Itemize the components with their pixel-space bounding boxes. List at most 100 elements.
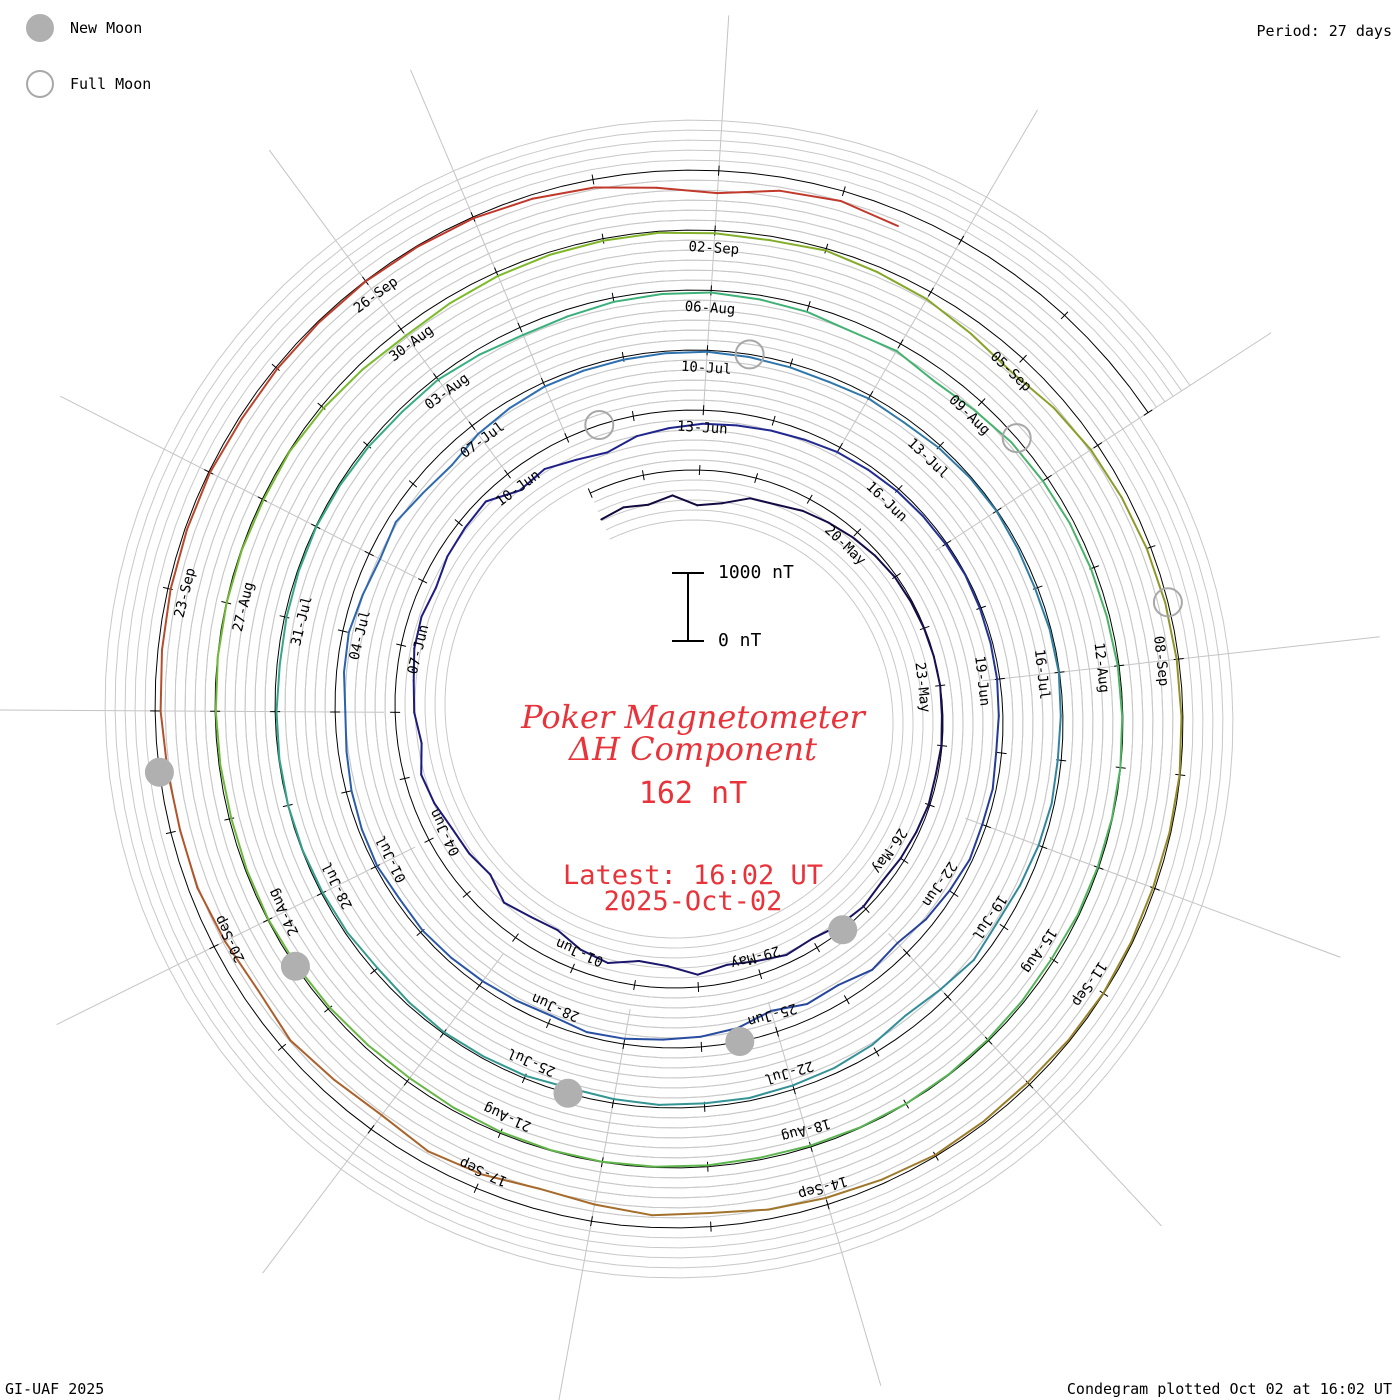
day-tick: [417, 578, 428, 584]
trace-segment: [789, 366, 831, 384]
trace-segment: [380, 1114, 430, 1153]
trace-segment: [240, 498, 265, 552]
trace-segment: [412, 647, 416, 682]
trace-segment: [934, 744, 943, 777]
trace-segment: [478, 333, 525, 356]
trace-segment: [216, 601, 228, 658]
trace-segment: [463, 500, 487, 529]
date-label: 28-Jun: [529, 989, 582, 1024]
trace-segment: [758, 298, 808, 313]
trace-segment: [481, 980, 518, 1002]
trace-segment: [1056, 715, 1062, 761]
trace-segment: [489, 873, 505, 904]
day-tick: [698, 465, 701, 476]
trace-segment: [422, 464, 453, 494]
trace-segment: [407, 1001, 446, 1034]
day-tick: [825, 1199, 830, 1210]
trace-segment: [344, 711, 348, 753]
day-tick: [958, 235, 965, 245]
trace-segment: [833, 1043, 874, 1069]
day-tick: [891, 572, 901, 580]
day-tick: [570, 963, 575, 974]
trace-segment: [322, 368, 364, 409]
trace-segment: [1052, 406, 1092, 451]
trace-segment: [701, 422, 738, 427]
day-tick: [853, 528, 862, 537]
trace-segment: [703, 1097, 751, 1105]
trace-segment: [240, 367, 279, 421]
trace-segment: [1164, 601, 1178, 661]
trace-segment: [1010, 441, 1044, 482]
trace-segment: [602, 231, 660, 242]
day-tick: [897, 339, 904, 349]
trace-segment: [361, 334, 407, 371]
legend-full-moon-label: Full Moon: [70, 75, 152, 93]
trace-segment: [579, 948, 609, 964]
day-tick: [1150, 886, 1160, 891]
day-tick: [399, 776, 410, 781]
trace-segment: [361, 558, 382, 596]
trace-segment: [408, 1077, 455, 1109]
trace-segment: [824, 1178, 883, 1199]
trace-segment: [522, 315, 569, 336]
trace-segment: [317, 280, 367, 324]
day-tick: [824, 243, 829, 254]
day-tick: [706, 1161, 709, 1172]
date-label: 04-Jun: [427, 806, 464, 858]
trace-segment: [612, 293, 663, 303]
legend-new-moon: New Moon: [26, 12, 142, 44]
date-label: 02-Sep: [688, 239, 740, 258]
trace-segment: [947, 1038, 989, 1076]
trace-segment: [301, 849, 324, 894]
trace-segment: [937, 446, 971, 479]
date-label: 10-Jun: [493, 467, 543, 510]
plotted-timestamp: Condegram plotted Oct 02 at 16:02 UT: [1066, 1380, 1392, 1398]
day-tick: [324, 1005, 333, 1013]
trace-segment: [827, 521, 854, 539]
trace-segment: [968, 823, 984, 861]
trace-segment: [1152, 831, 1171, 889]
legend-full-moon: Full Moon: [26, 68, 151, 100]
trace-segment: [871, 1014, 907, 1046]
trace-segment: [1119, 715, 1124, 769]
trace-segment: [896, 918, 927, 944]
day-tick: [903, 948, 911, 957]
trace-segment: [1050, 913, 1079, 960]
trace-segment: [995, 510, 1019, 550]
trace-segment: [530, 916, 559, 932]
trace-segment: [421, 929, 453, 959]
trace-segment: [276, 321, 320, 370]
trace-segment: [770, 1003, 809, 1012]
day-tick: [454, 519, 463, 527]
trace-segment: [837, 968, 874, 986]
trace-segment: [638, 960, 669, 968]
trace-segment: [452, 1106, 502, 1133]
trace-segment: [1145, 547, 1167, 604]
full-moon-marker: [734, 339, 765, 370]
trace-segment: [482, 1055, 527, 1077]
date-label: 27-Aug: [230, 580, 258, 633]
trace-segment: [394, 491, 425, 523]
trace-segment: [995, 714, 1000, 754]
legend-new-moon-label: New Moon: [70, 19, 143, 37]
trace-segment: [225, 549, 243, 604]
trace-segment: [446, 527, 466, 558]
trace-segment: [275, 663, 281, 713]
trace-segment: [699, 1027, 739, 1038]
trace-segment: [1067, 992, 1105, 1042]
chart-subtitle: ΔH Component: [568, 730, 818, 768]
date-label: 25-Jul: [505, 1044, 558, 1079]
trace-segment: [350, 789, 363, 831]
trace-segment: [939, 684, 943, 717]
trace-segment: [376, 967, 410, 1004]
date-label: 19-Jun: [971, 655, 992, 707]
day-tick: [873, 1047, 880, 1057]
trace-segment: [376, 864, 401, 900]
trace-segment: [346, 931, 379, 970]
trace-segment: [895, 349, 936, 383]
trace-segment: [275, 710, 281, 760]
scale-bar: [672, 572, 704, 642]
day-tick: [631, 411, 635, 422]
date-label: 23-May: [912, 661, 933, 713]
